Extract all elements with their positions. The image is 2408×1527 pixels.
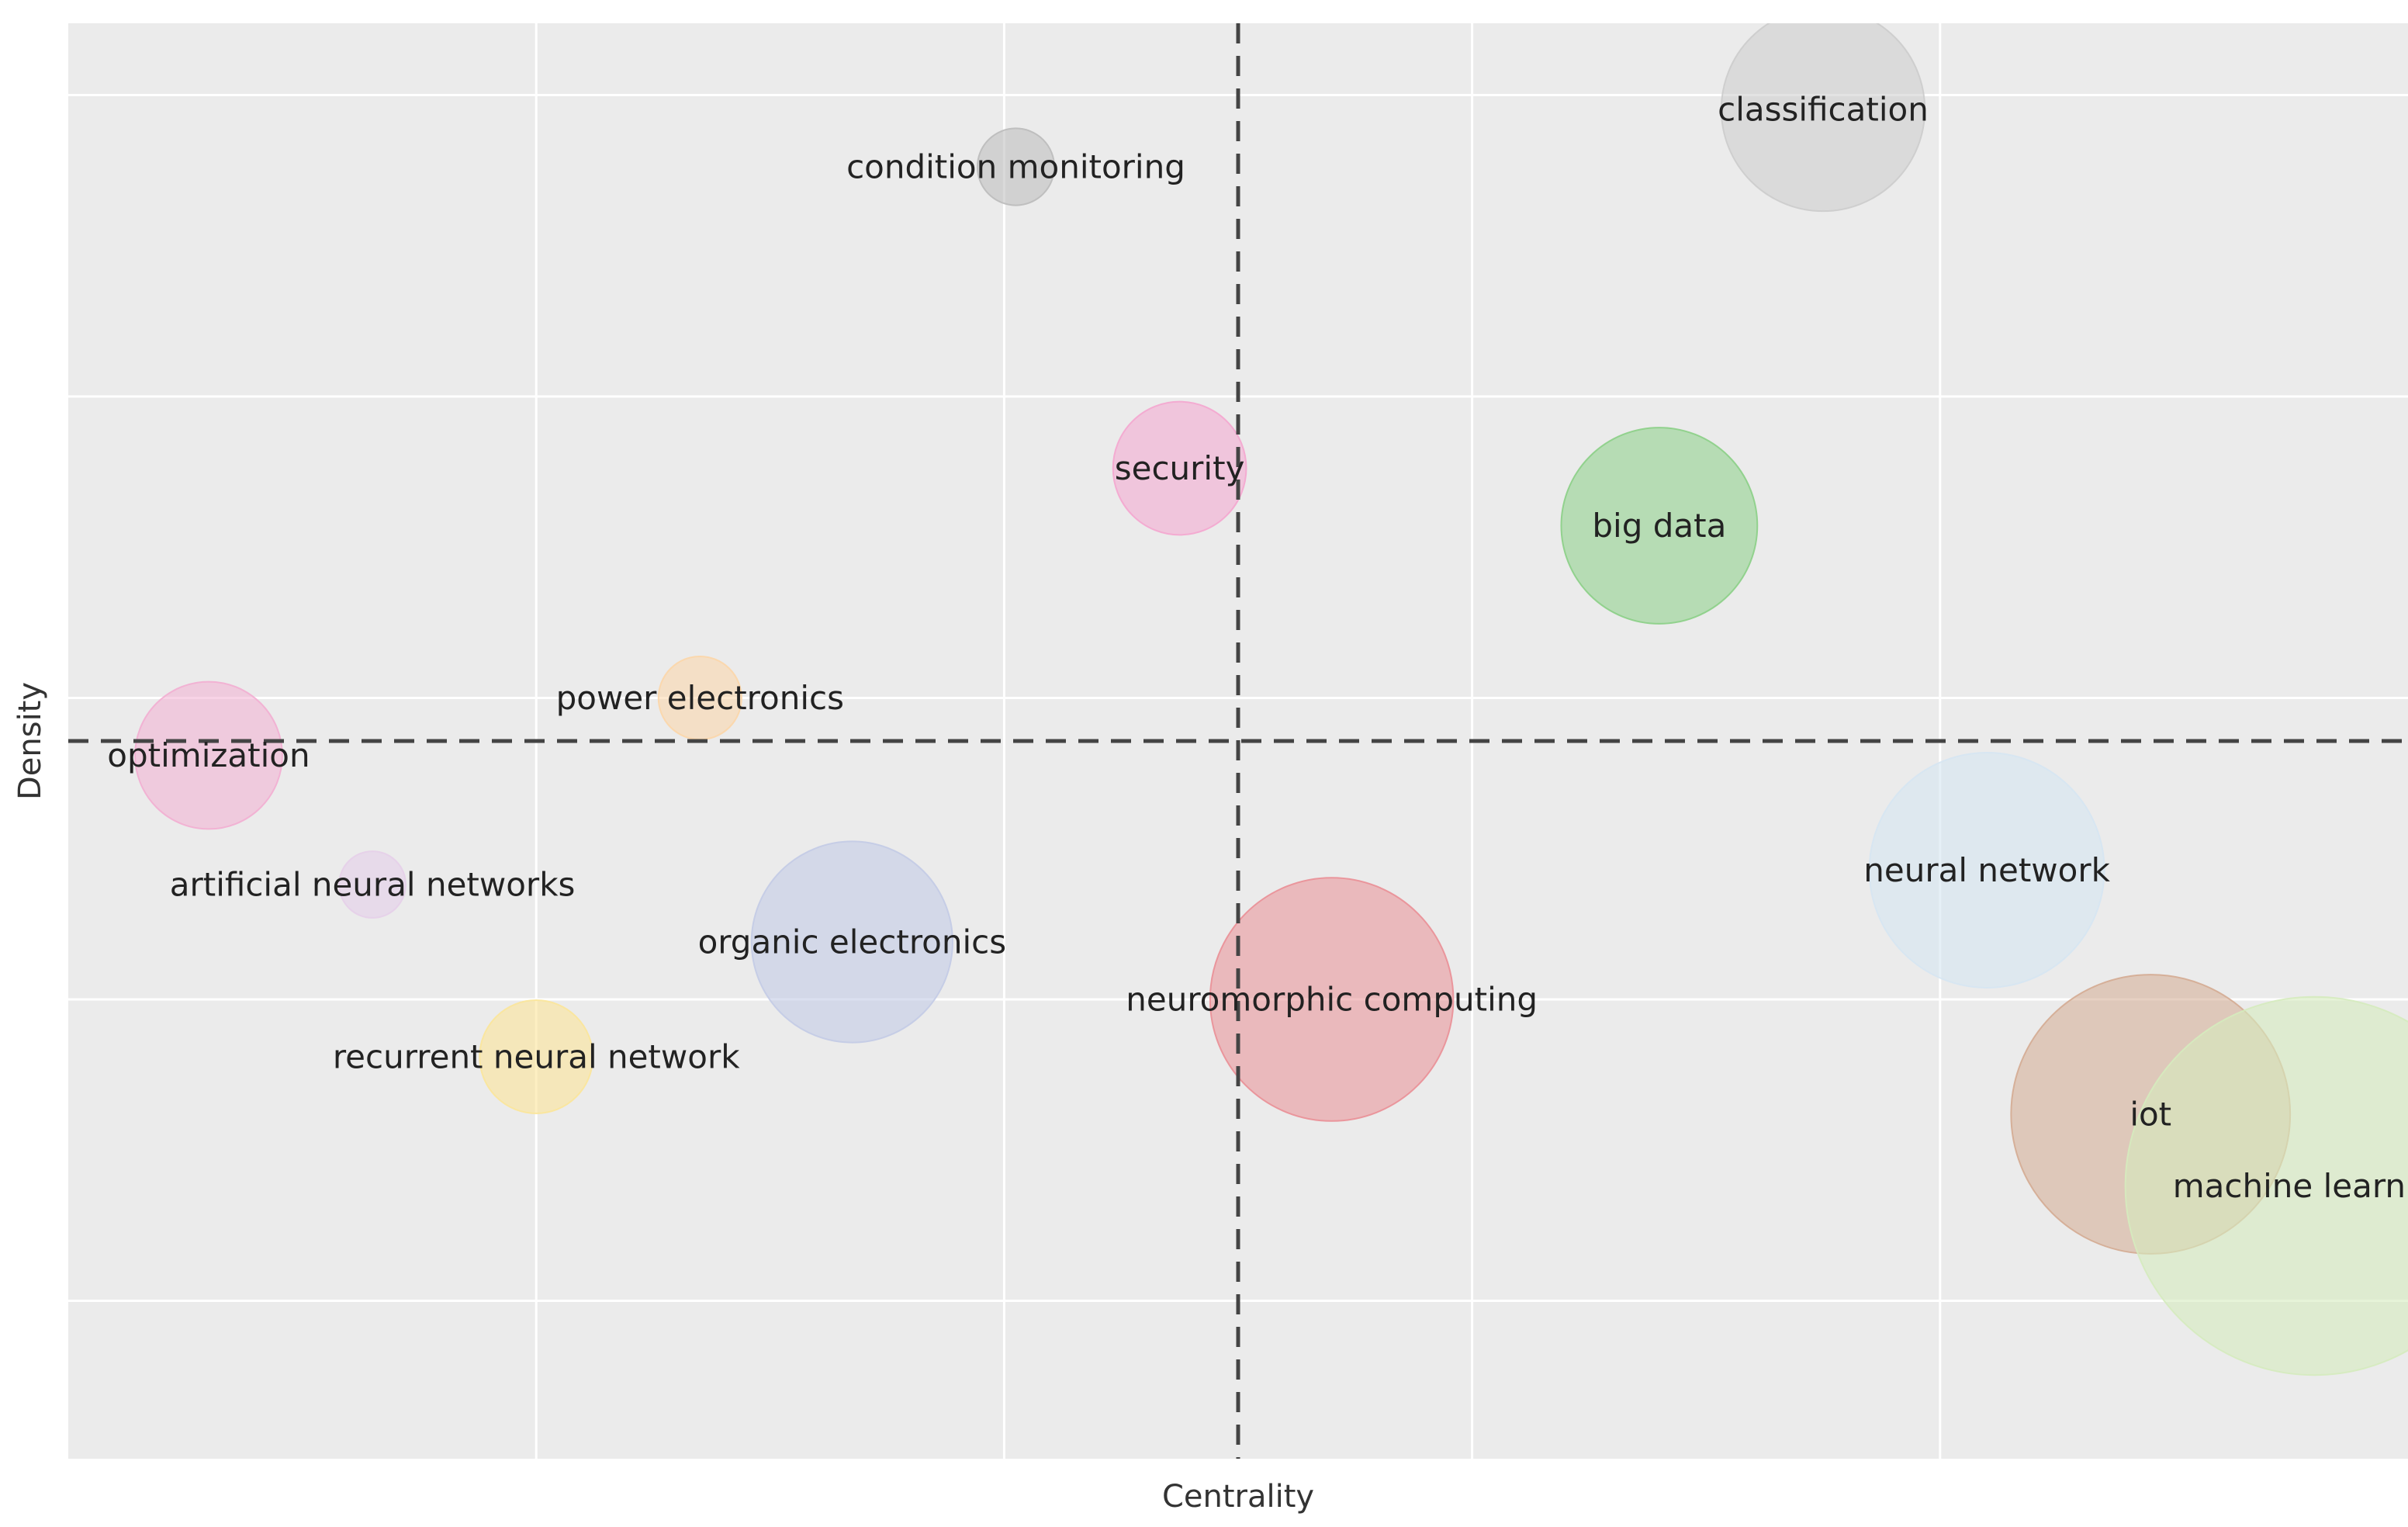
bubble-label: neural network [1863,851,2110,889]
bubble-label: optimization [107,736,310,774]
bubble-label: artificial neural networks [170,866,576,904]
bubble-label: iot [2129,1096,2171,1134]
bubble-big-data[interactable] [1560,427,1759,625]
bubbles [134,8,2408,1376]
bubble-label: power electronics [556,679,844,717]
bubble-label: big data [1592,507,1726,545]
bubble-optimization[interactable] [134,680,283,830]
bubble-labels: classification condition monitoring securi… [107,91,2408,1206]
reference-lines [68,23,2408,1459]
bubble-label: machine learning [2173,1167,2408,1205]
x-axis-label: Centrality [1162,1479,1314,1515]
bubble-label: condition monitoring [846,148,1185,186]
bubble-label: security [1115,449,1245,487]
bubble-label: neuromorphic computing [1126,981,1538,1019]
y-axis-label: Density [12,682,48,800]
bubble-label: recurrent neural network [333,1038,740,1076]
bubble-security[interactable] [1112,400,1247,536]
bubble-condition-monitoring[interactable] [976,127,1056,206]
bubble-organic-electronics[interactable] [750,840,953,1044]
bubble-neuromorphic-computing[interactable] [1209,877,1455,1122]
bubble-classification[interactable] [1720,8,1926,213]
bubble-artificial-neural-networks[interactable] [338,850,407,919]
bubble-label: classification [1718,91,1929,129]
bubble-machine-learning[interactable] [2124,995,2408,1376]
bubble-label: organic electronics [698,923,1007,961]
bubble-recurrent-neural-network[interactable] [479,999,594,1114]
bubble-neural-network[interactable] [1868,752,2105,989]
